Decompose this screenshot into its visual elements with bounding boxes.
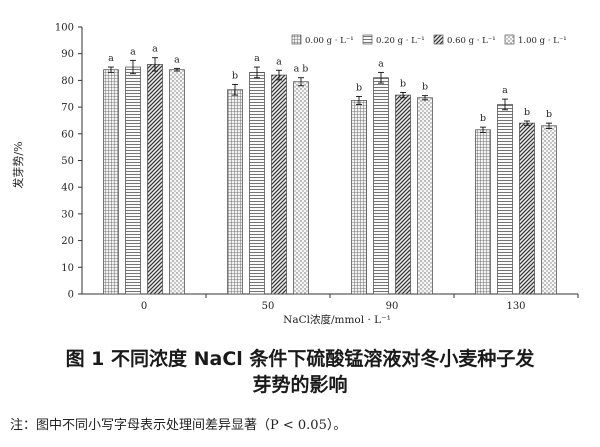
bar: [541, 125, 557, 295]
figure-note: 注：图中不同小写字母表示处理间差异显著（P < 0.05）。: [10, 418, 347, 433]
y-tick-label: 80: [61, 76, 74, 87]
bar: [249, 72, 265, 295]
significance-letter: b: [356, 82, 362, 93]
bar-chart: 0 10 20 30 40 50 60 70 80 90 100 0 50 90 130 a a a a b a a a …: [11, 23, 579, 326]
significance-letter: a: [152, 44, 158, 55]
bar: [293, 81, 309, 295]
significance-letter: b: [400, 78, 406, 89]
x-tick-label: 130: [506, 301, 525, 312]
significance-letter: a: [130, 46, 136, 57]
legend-swatch: [291, 34, 302, 45]
y-tick-label: 60: [61, 129, 74, 140]
bar: [373, 77, 389, 295]
legend-label: 0.60 g · L⁻¹: [447, 36, 496, 46]
bar: [147, 64, 163, 295]
x-tick-label: 50: [262, 301, 275, 312]
y-tick-label: 0: [68, 290, 74, 301]
y-tick-label: 10: [61, 263, 74, 274]
bar: [417, 97, 433, 295]
significance-letter: a: [174, 54, 180, 65]
significance-letter: a: [108, 53, 114, 64]
y-tick-label: 90: [61, 49, 74, 60]
significance-letter: a: [276, 56, 282, 67]
significance-letter: a: [502, 85, 508, 96]
legend-label: 0.20 g · L⁻¹: [376, 36, 425, 46]
significance-letter: a: [254, 53, 260, 64]
significance-letter: a b: [294, 64, 309, 75]
bar: [103, 69, 119, 295]
significance-letter: a: [378, 58, 384, 69]
legend-swatch: [433, 34, 444, 45]
legend-swatch: [504, 34, 515, 45]
bar: [395, 94, 411, 295]
y-tick-label: 50: [61, 156, 74, 167]
bar: [271, 74, 287, 295]
y-tick-label: 30: [61, 209, 74, 220]
bar: [497, 104, 513, 295]
significance-letter: b: [546, 109, 552, 120]
bar: [125, 66, 141, 295]
bar: [227, 89, 243, 295]
legend-label: 1.00 g · L⁻¹: [518, 36, 567, 46]
y-axis-label: 发芽势/%: [11, 141, 25, 188]
significance-letter: b: [524, 107, 530, 118]
significance-letter: b: [480, 113, 486, 124]
y-tick-label: 40: [61, 183, 74, 194]
bar: [519, 122, 535, 295]
legend-swatch: [362, 34, 373, 45]
figure-caption-line-1: 图 1 不同浓度 NaCl 条件下硫酸锰溶液对冬小麦种子发: [65, 348, 535, 370]
x-axis-label: NaCl浓度/mmol · L⁻¹: [283, 313, 391, 326]
legend-label: 0.00 g · L⁻¹: [305, 36, 354, 46]
bar: [169, 69, 185, 295]
y-tick-label: 70: [61, 103, 74, 114]
y-tick-label: 100: [55, 23, 74, 34]
figure-caption-line-2: 芽势的影响: [252, 374, 348, 396]
x-tick-label: 0: [141, 301, 147, 312]
significance-letter: b: [232, 70, 238, 81]
bar: [475, 129, 491, 295]
y-tick-label: 20: [61, 236, 74, 247]
bar: [351, 100, 367, 295]
significance-letter: b: [422, 82, 428, 93]
x-tick-label: 90: [386, 301, 399, 312]
